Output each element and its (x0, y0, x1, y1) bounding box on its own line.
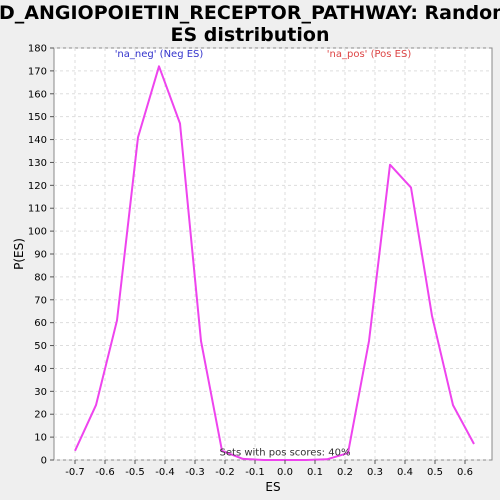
x-tick-label: -0.7 (65, 467, 85, 478)
x-tick-label: 0.1 (307, 467, 323, 478)
x-tick-label: 0.3 (367, 467, 383, 478)
y-tick-label: 80 (34, 272, 47, 283)
x-tick-label: -0.4 (155, 467, 175, 478)
x-axis-label: ES (265, 480, 280, 494)
annotation-label: 'na_pos' (Pos ES) (327, 49, 412, 60)
x-tick-label: -0.5 (125, 467, 145, 478)
x-tick-label: -0.3 (185, 467, 205, 478)
y-tick-label: 120 (28, 181, 47, 192)
y-tick-label: 110 (28, 204, 47, 215)
y-tick-label: 130 (28, 158, 47, 169)
y-tick-label: 40 (34, 364, 47, 375)
x-tick-label: -0.1 (245, 467, 265, 478)
y-axis-label: P(ES) (12, 238, 26, 270)
y-tick-label: 140 (28, 135, 47, 146)
y-tick-label: 90 (34, 250, 47, 261)
y-tick-label: 70 (34, 295, 47, 306)
x-tick-label: 0.2 (337, 467, 353, 478)
annotation-label: Sets with pos scores: 40% (220, 447, 351, 458)
x-tick-label: -0.2 (215, 467, 235, 478)
x-tick-label: 0.0 (277, 467, 293, 478)
y-tick-label: 0 (41, 456, 47, 467)
annotation-label: 'na_neg' (Neg ES) (115, 49, 204, 60)
y-tick-label: 10 (34, 433, 47, 444)
y-tick-label: 30 (34, 387, 47, 398)
y-tick-label: 20 (34, 410, 47, 421)
chart-title-line-2: ES distribution (171, 24, 330, 46)
x-tick-label: 0.5 (427, 467, 443, 478)
annotations: 'na_neg' (Neg ES) 'na_pos' (Pos ES) Sets w… (115, 49, 412, 458)
x-tick-label: -0.6 (95, 467, 115, 478)
x-tick-label: 0.6 (457, 467, 473, 478)
y-tick-label: 180 (28, 44, 47, 55)
y-axis-ticks: 0 10 20 30 40 50 60 70 80 90 100 110 120 130 140 150 160… (28, 44, 54, 467)
y-tick-label: 150 (28, 112, 47, 123)
y-tick-label: 160 (28, 89, 47, 100)
x-axis-ticks: -0.7 -0.6 -0.5 -0.4 -0.3 -0.2 -0.1 0.0 0.1 0.2 0.3… (65, 460, 473, 478)
series-layer (74, 65, 475, 461)
chart-title-line-1: PID_ANGIOPOIETIN_RECEPTOR_PATHWAY: Rando… (0, 2, 500, 24)
x-tick-label: 0.4 (397, 467, 413, 478)
y-tick-label: 60 (34, 318, 47, 329)
es-distribution-line (74, 65, 475, 461)
y-tick-label: 50 (34, 341, 47, 352)
y-tick-label: 100 (28, 227, 47, 238)
y-tick-label: 170 (28, 66, 47, 77)
